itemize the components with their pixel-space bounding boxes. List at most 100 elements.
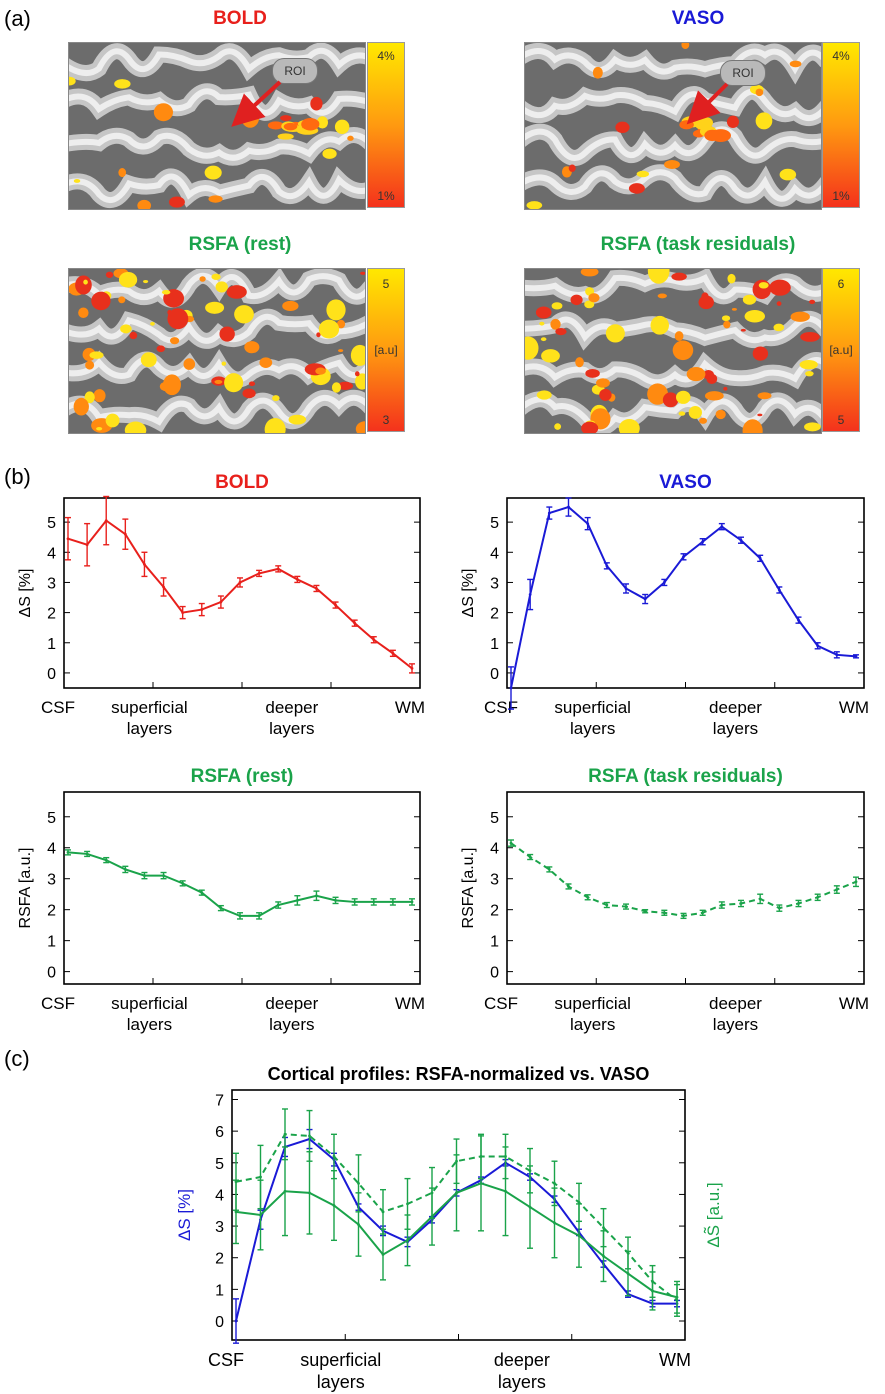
x-label-superficial: superficial (554, 698, 631, 717)
activation-blob (118, 271, 138, 288)
activation-blob (726, 115, 739, 129)
data-point (234, 1319, 238, 1323)
data-point (547, 868, 551, 871)
activation-blob (315, 367, 326, 375)
data-point (381, 1253, 385, 1256)
chart-title: Cortical profiles: RSFA-normalized vs. V… (268, 1064, 650, 1084)
activation-blob (731, 308, 737, 311)
data-point (547, 511, 551, 515)
roi-arrow-vaso (686, 82, 729, 125)
activation-blob (204, 165, 222, 180)
activation-blob (91, 291, 111, 311)
data-point (143, 562, 146, 566)
data-point (602, 1226, 605, 1230)
activation-blob (773, 323, 785, 332)
x-label-deeper-layers: layers (713, 719, 758, 738)
activation-blob (359, 271, 365, 275)
activation-blob (568, 164, 576, 172)
x-label-deeper-layers: layers (269, 1015, 314, 1034)
y-tick-label: 3 (47, 575, 56, 592)
chart-title: BOLD (215, 472, 269, 493)
roi-label-vaso: ROI (720, 60, 766, 86)
brain-map-bold (68, 42, 366, 210)
data-point (739, 538, 743, 542)
activation-blob (755, 112, 773, 130)
activation-blob (757, 413, 763, 417)
activation-blob (211, 273, 221, 280)
data-point (675, 1299, 679, 1302)
data-point (332, 1204, 336, 1207)
y-axis-label: ΔS [%] (175, 1189, 194, 1241)
data-point (854, 880, 858, 884)
activation-blob (118, 168, 127, 178)
y-tick-label: 5 (215, 1156, 224, 1173)
activation-blob (219, 326, 235, 342)
map-title-rsfa-rest: RSFA (rest) (188, 234, 292, 255)
data-point (123, 532, 127, 536)
activation-blob (316, 332, 321, 338)
data-point (381, 1210, 385, 1214)
y-tick-label: 4 (215, 1187, 224, 1204)
data-point (353, 900, 357, 904)
activation-blob (93, 389, 106, 403)
y-tick-label: 0 (47, 666, 56, 683)
data-point (528, 1169, 532, 1173)
activation-blob (657, 293, 667, 299)
activation-blob (96, 427, 103, 431)
activation-blob (744, 309, 765, 323)
activation-blob (162, 374, 181, 396)
data-point (455, 1191, 458, 1195)
activation-blob (129, 331, 138, 340)
activation-blob (526, 201, 543, 209)
x-label-csf: CSF (41, 994, 75, 1013)
activation-blob (636, 170, 650, 178)
activation-blob (167, 308, 189, 330)
data-point (553, 1221, 556, 1225)
y-tick-label: 1 (47, 934, 56, 951)
data-point (219, 600, 223, 604)
colorbar-vaso-min: 1% (832, 189, 850, 203)
activation-blob (535, 306, 552, 319)
data-point (162, 585, 165, 589)
data-point (816, 644, 820, 648)
activation-blob (769, 279, 791, 296)
activation-blob (704, 391, 724, 401)
activation-blob (805, 371, 814, 377)
data-point (353, 621, 357, 625)
x-label-deeper: deeper (709, 698, 762, 717)
series-line-0 (67, 519, 413, 670)
data-point (479, 1155, 483, 1158)
y-tick-label: 2 (47, 903, 56, 920)
data-point (372, 900, 376, 904)
data-point (357, 1181, 360, 1185)
data-point (406, 1202, 409, 1206)
y-tick-label: 3 (47, 872, 56, 889)
y-tick-label: 5 (47, 515, 56, 532)
data-point (308, 1134, 311, 1138)
activation-blob (570, 294, 583, 306)
activation-blob (214, 379, 223, 384)
data-point (276, 567, 280, 571)
colorbar-rsfa-rest-unit: [a.u] (374, 343, 398, 357)
data-point (259, 1213, 262, 1217)
y-tick-label: 5 (490, 515, 499, 532)
data-point (406, 1238, 409, 1242)
activation-blob (776, 301, 782, 306)
activation-blob (168, 196, 185, 208)
data-point (276, 903, 280, 907)
colorbar-rsfa-task-unit: [a.u] (829, 343, 853, 357)
activation-blob (322, 148, 337, 159)
y-tick-label: 0 (490, 666, 499, 683)
colorbar-bold-max: 4% (377, 49, 395, 63)
y-axis-label: RSFA [a.u.] (17, 848, 34, 929)
activation-blob (541, 349, 560, 363)
activation-blob (264, 418, 286, 433)
data-point (504, 1155, 507, 1158)
activation-blob (105, 271, 114, 278)
activation-blob (699, 417, 708, 424)
activation-blob (674, 331, 684, 341)
data-point (257, 914, 261, 918)
activation-blob (224, 373, 244, 393)
activation-blob (338, 349, 344, 353)
activation-blob (585, 368, 600, 378)
